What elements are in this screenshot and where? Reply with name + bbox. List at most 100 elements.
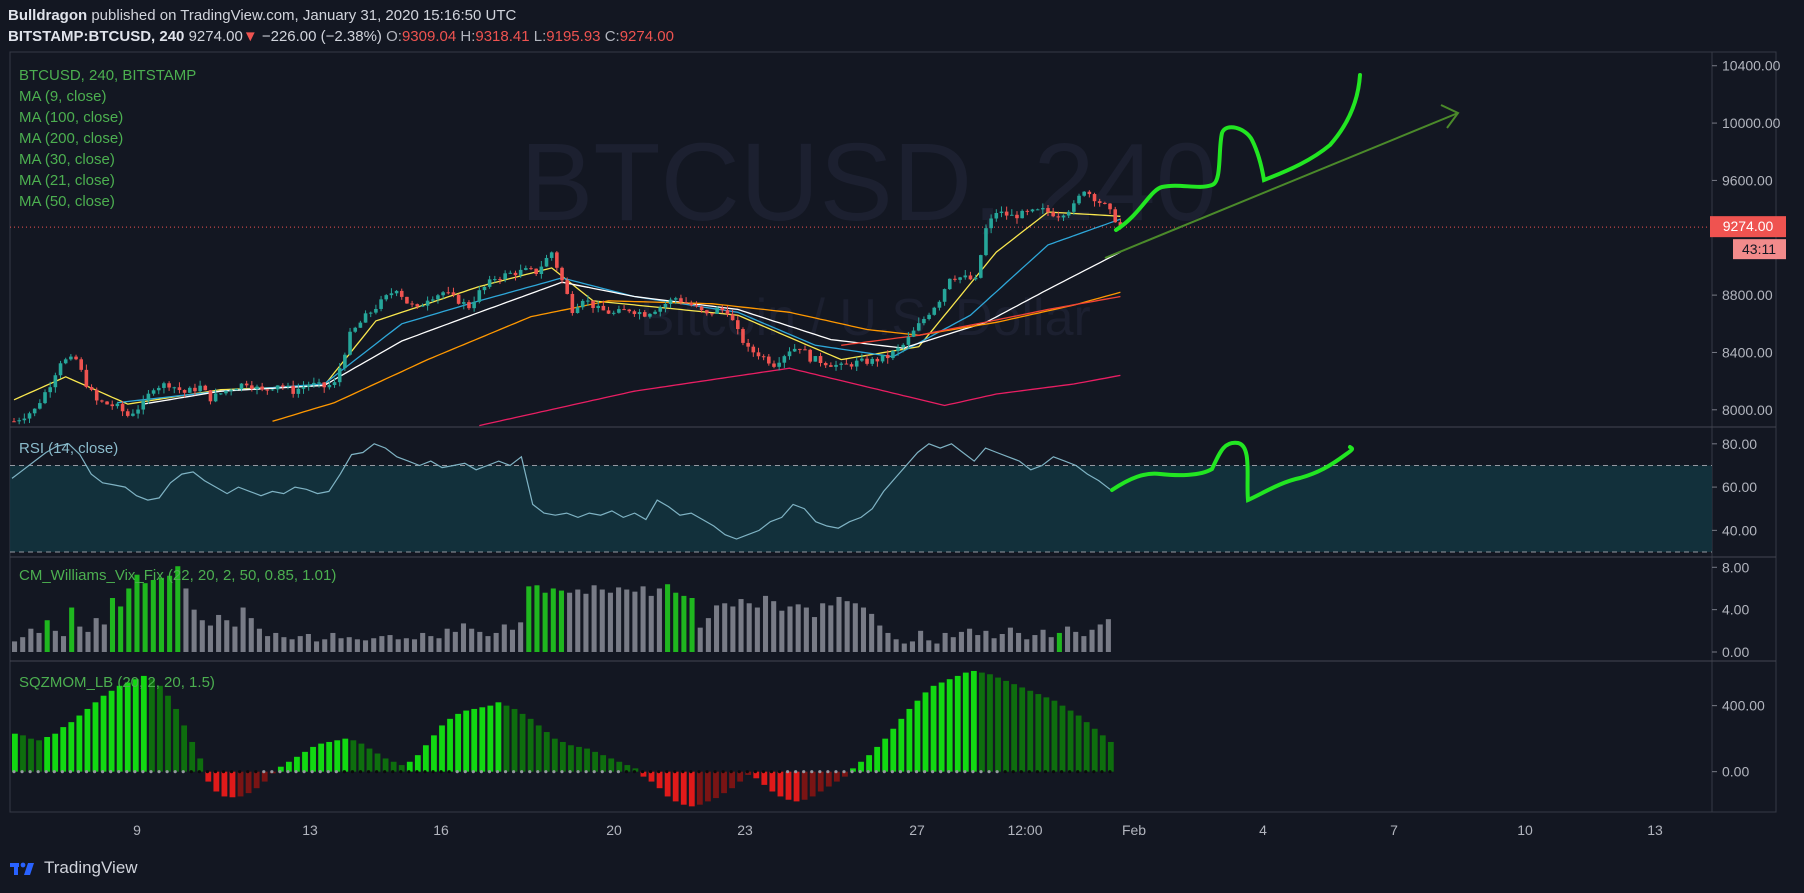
vix-legend[interactable]: CM_Williams_Vix_Fix (22, 20, 2, 50, 0.85… xyxy=(19,567,337,584)
footer-brand[interactable]: TradingView xyxy=(10,858,138,878)
vix-bar-gray xyxy=(746,603,752,652)
sqz-bar-positive xyxy=(310,746,316,772)
candle-down xyxy=(1108,203,1112,210)
sqz-bar-positive xyxy=(342,738,349,772)
vix-bar-gray xyxy=(787,606,793,652)
sqz-bar-positive xyxy=(1051,700,1058,772)
sqz-bar-negative xyxy=(769,771,776,792)
sqz-bar-positive xyxy=(366,748,373,772)
squeeze-dot xyxy=(649,770,653,774)
legend-ma-21[interactable]: MA (21, close) xyxy=(19,172,115,189)
candle-up xyxy=(136,409,140,414)
squeeze-dot xyxy=(36,770,40,774)
squeeze-dot xyxy=(939,770,943,774)
vix-bar-green xyxy=(150,580,156,652)
squeeze-dot xyxy=(229,770,234,774)
candle-down xyxy=(725,310,730,315)
candle-up xyxy=(777,362,781,367)
candle-up xyxy=(239,383,244,389)
trend-arrow-head[interactable] xyxy=(1440,104,1460,129)
vix-bar-gray xyxy=(599,589,605,652)
squeeze-dot xyxy=(1068,770,1072,774)
sqz-bar-positive xyxy=(285,761,292,772)
vix-bar-gray xyxy=(852,603,858,652)
vix-bar-gray xyxy=(918,630,924,652)
candle-down xyxy=(704,310,709,314)
sqzmom-pane[interactable]: 400.00 0.00 xyxy=(12,670,1765,807)
rsi-line xyxy=(11,443,1111,540)
vix-bar-gray xyxy=(346,637,352,652)
vix-bar-gray xyxy=(207,625,213,652)
candle-up xyxy=(255,386,259,389)
vix-bar-gray xyxy=(379,636,385,652)
vix-bar-gray xyxy=(779,610,785,652)
candle-down xyxy=(720,307,725,311)
rsi-legend[interactable]: RSI (14, close) xyxy=(19,440,119,457)
squeeze-dot xyxy=(914,770,919,774)
vix-bar-gray xyxy=(730,606,736,652)
main-legend-title[interactable]: BTCUSD, 240, BITSTAMP xyxy=(19,67,197,84)
squeeze-dot xyxy=(20,770,24,774)
sqz-bar-negative xyxy=(664,771,671,797)
sqz-bar-positive xyxy=(624,765,631,772)
squeeze-dot xyxy=(149,770,153,774)
squeeze-dot xyxy=(995,770,999,774)
trend-arrow-line[interactable] xyxy=(1104,112,1459,259)
candle-up xyxy=(358,322,363,328)
main-pane[interactable]: 10400.0010000.009600.008800.008400.00800… xyxy=(10,58,1781,838)
legend-ma-200[interactable]: MA (200, close) xyxy=(19,130,124,147)
legend-ma-30[interactable]: MA (30, close) xyxy=(19,151,115,168)
candle-up xyxy=(384,295,389,300)
legend-ma-9[interactable]: MA (9, close) xyxy=(19,88,107,105)
candle-down xyxy=(1097,201,1102,203)
legend-ma-50[interactable]: MA (50, close) xyxy=(19,193,115,210)
rsi-pane[interactable]: 80.00 60.00 40.00 xyxy=(10,436,1757,553)
sqz-bar-negative xyxy=(833,771,840,782)
legend-ma-100[interactable]: MA (100, close) xyxy=(19,109,124,126)
squeeze-dot xyxy=(568,770,572,774)
forecast-price-curve[interactable] xyxy=(1114,73,1362,232)
candle-up xyxy=(17,420,21,422)
vix-bar-gray xyxy=(926,640,932,652)
squeeze-dot xyxy=(681,770,685,774)
candle-down xyxy=(534,268,538,275)
drawings[interactable] xyxy=(1104,73,1460,503)
squeeze-dot xyxy=(1051,770,1056,774)
candle-down xyxy=(622,309,626,311)
forecast-rsi-curve[interactable] xyxy=(1110,440,1355,503)
candle-down xyxy=(182,390,187,393)
vix-bar-gray xyxy=(509,629,516,652)
candle-down xyxy=(823,363,828,366)
candle-up xyxy=(937,301,942,308)
sqz-bar-positive xyxy=(495,702,502,772)
candle-down xyxy=(803,349,807,351)
time-tick-label: 13 xyxy=(1647,822,1663,838)
squeeze-dot xyxy=(665,770,669,774)
candle-up xyxy=(420,305,425,307)
vix-bar-gray xyxy=(216,614,222,652)
candle-up xyxy=(575,307,580,314)
sqzmom-legend[interactable]: SQZMOM_LB (20, 2, 20, 1.5) xyxy=(19,674,215,691)
countdown-text: 43:11 xyxy=(1742,241,1776,257)
squeeze-dot xyxy=(310,770,314,774)
sqz-bar-positive xyxy=(584,748,590,772)
vix-tick-label: 8.00 xyxy=(1722,559,1749,575)
author-name[interactable]: Bulldragon xyxy=(8,7,88,24)
vix-bar-gray xyxy=(28,628,34,652)
sqz-bar-positive xyxy=(277,766,284,772)
candle-up xyxy=(151,390,156,394)
squeeze-dot xyxy=(544,770,548,774)
candle-down xyxy=(570,293,575,314)
candle-up xyxy=(839,363,843,365)
low-label: L: xyxy=(533,28,547,45)
vix-bar-gray xyxy=(232,626,238,652)
vix-bar-gray xyxy=(828,605,834,652)
candle-up xyxy=(668,299,673,304)
sqz-bar-negative xyxy=(825,771,832,787)
close-value: 9274.00 xyxy=(619,28,674,45)
vix-bar-gray xyxy=(1016,632,1022,652)
sqz-bar-positive xyxy=(36,740,42,772)
vix-pane[interactable]: 8.00 4.00 0.00 xyxy=(12,559,1749,660)
vix-bar-gray xyxy=(289,639,295,652)
